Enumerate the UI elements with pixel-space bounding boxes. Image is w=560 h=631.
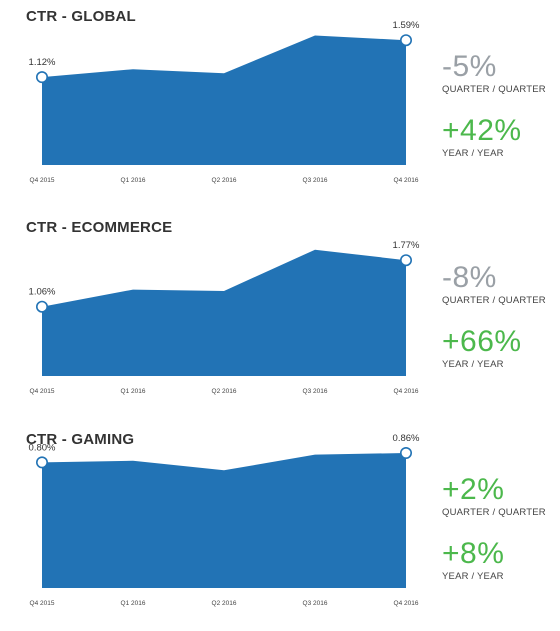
data-label: 1.77% (393, 240, 420, 251)
area-series (42, 249, 406, 376)
chart-panel-ecommerce: CTR - ECOMMERCE 1.06% 1.77% Q4 2015 Q1 2016… (0, 219, 560, 419)
data-label: 1.06% (29, 287, 56, 298)
stat-year-over-year: +42% YEAR / YEAR (442, 114, 522, 160)
data-label: 1.12% (29, 57, 56, 68)
chart-title: CTR - ECOMMERCE (26, 219, 173, 236)
data-label: 0.80% (29, 442, 56, 453)
x-tick-label: Q3 2016 (303, 177, 328, 184)
x-tick-label: Q3 2016 (303, 600, 328, 607)
area-chart-global: 1.12% 1.59% Q4 2015 Q1 2016 Q2 2016 Q3 2016 Q4… (29, 20, 420, 184)
stat-quarter-over-quarter: +2% QUARTER / QUARTER (442, 473, 546, 519)
chart-title: CTR - GAMING (26, 431, 135, 448)
x-tick-label: Q4 2016 (394, 388, 419, 395)
stat-label: QUARTER / QUARTER (442, 84, 546, 95)
chart-title: CTR - GLOBAL (26, 8, 136, 25)
stat-value: +42% (442, 114, 522, 147)
x-tick-label: Q2 2016 (212, 600, 237, 607)
stat-value: +66% (442, 325, 522, 358)
stat-quarter-over-quarter: -8% QUARTER / QUARTER (442, 261, 546, 307)
x-tick-label: Q3 2016 (303, 388, 328, 395)
data-label: 0.86% (393, 433, 420, 444)
stat-value: +8% (442, 537, 505, 570)
chart-panel-global: CTR - GLOBAL 1.12% 1.59% Q4 2015 Q1 2016 Q2 … (0, 8, 560, 208)
data-point-marker (35, 456, 48, 469)
area-chart-gaming: 0.80% 0.86% Q4 2015 Q1 2016 Q2 2016 Q3 2016 Q4… (29, 433, 420, 607)
x-tick-label: Q4 2015 (30, 600, 55, 607)
stat-label: YEAR / YEAR (442, 571, 504, 582)
chart-panel-gaming: CTR - GAMING 0.80% 0.86% Q4 2015 Q1 2016 Q2 … (0, 431, 560, 631)
stat-year-over-year: +8% YEAR / YEAR (442, 537, 505, 583)
data-label: 1.59% (393, 20, 420, 31)
x-tick-label: Q1 2016 (121, 600, 146, 607)
stat-quarter-over-quarter: -5% QUARTER / QUARTER (442, 50, 546, 96)
x-tick-label: Q1 2016 (121, 388, 146, 395)
x-tick-label: Q4 2015 (30, 177, 55, 184)
x-tick-label: Q2 2016 (212, 177, 237, 184)
stat-label: YEAR / YEAR (442, 148, 504, 159)
stat-label: YEAR / YEAR (442, 359, 504, 370)
stat-year-over-year: +66% YEAR / YEAR (442, 325, 522, 371)
stat-value: +2% (442, 473, 505, 506)
data-point-marker (35, 71, 48, 84)
x-tick-label: Q4 2016 (394, 600, 419, 607)
data-point-marker (399, 34, 412, 47)
area-series (42, 35, 406, 165)
x-tick-label: Q4 2016 (394, 177, 419, 184)
area-chart-ecommerce: 1.06% 1.77% Q4 2015 Q1 2016 Q2 2016 Q3 2016 Q4… (29, 240, 420, 395)
stat-value: -8% (442, 261, 497, 294)
x-tick-label: Q2 2016 (212, 388, 237, 395)
data-point-marker (399, 446, 412, 459)
x-tick-label: Q4 2015 (30, 388, 55, 395)
data-point-marker (399, 254, 412, 267)
area-series (42, 453, 406, 588)
x-tick-label: Q1 2016 (121, 177, 146, 184)
stat-value: -5% (442, 50, 497, 83)
stat-label: QUARTER / QUARTER (442, 295, 546, 306)
data-point-marker (35, 300, 48, 313)
stat-label: QUARTER / QUARTER (442, 507, 546, 518)
